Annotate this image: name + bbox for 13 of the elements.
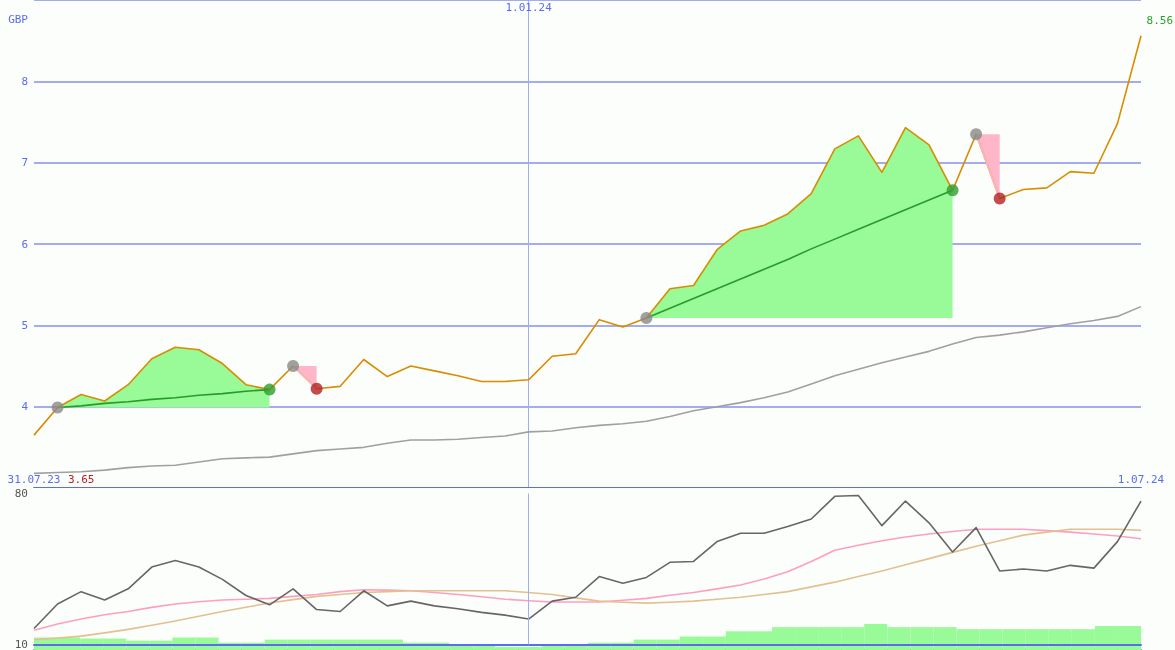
annotation: 3.65: [68, 473, 95, 486]
y-axis-title: GBP: [8, 13, 29, 26]
y-tick-label: 4: [21, 400, 29, 414]
y-tick-label: 80: [14, 487, 28, 500]
y-tick-label: 6: [21, 237, 28, 251]
text: 8.56: [1146, 14, 1174, 27]
x-tick-label: 1.01.24: [505, 1, 553, 14]
y-tick-label: 8: [21, 74, 28, 88]
y-tick-label: 7: [21, 156, 28, 170]
y-tick-label: 5: [21, 318, 28, 332]
x-tick-label: 31.07.23: [7, 473, 61, 486]
x-tick-label: 1.07.24: [1117, 473, 1165, 486]
y-tick-label: 10: [14, 638, 28, 650]
